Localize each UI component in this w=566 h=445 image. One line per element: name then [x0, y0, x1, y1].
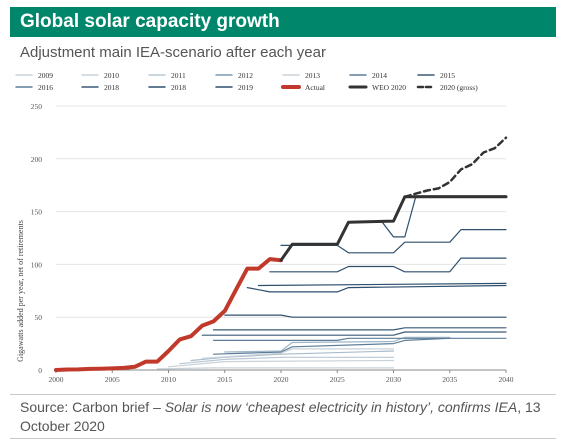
legend-label: 2018 [171, 83, 186, 92]
source-note: Source: Carbon brief – Solar is now ‘che… [20, 398, 550, 436]
series-line [269, 257, 507, 273]
axes: 0 50 100 150 200 250 2000 2005 2010 2015 2020 2025 2… [31, 102, 514, 384]
chart: 2009 2010 2011 2012 2013 2014 2015 2016 2018 2018… [15, 71, 514, 384]
y-tick-label: 250 [31, 102, 43, 111]
source-prefix: Source: Carbon brief – [20, 399, 165, 415]
series-line [201, 331, 507, 336]
legend-label: 2016 [38, 83, 53, 92]
x-tick-label: 2005 [105, 375, 120, 384]
legend-label: 2012 [238, 71, 253, 80]
source-article-title: Solar is now ‘cheapest electricity in hi… [164, 399, 518, 415]
legend-label: 2020 (gross) [440, 83, 478, 92]
legend-label: 2018 [104, 83, 119, 92]
series-line [212, 327, 507, 331]
legend-label: 2014 [372, 71, 387, 80]
series-line [224, 314, 507, 318]
legend-label: 2009 [38, 71, 53, 80]
legend-label: 2011 [171, 71, 186, 80]
chart-subtitle: Adjustment main IEA-scenario after each … [20, 44, 326, 61]
series-line [167, 359, 395, 368]
legend-label: Actual [305, 83, 325, 92]
legend-label: WEO 2020 [372, 83, 406, 92]
y-tick-label: 50 [35, 313, 43, 322]
series-line [279, 195, 508, 262]
y-tick-label: 0 [38, 366, 42, 375]
divider [10, 394, 556, 395]
series-line [190, 350, 395, 362]
legend-label: 2013 [305, 71, 320, 80]
x-tick-label: 2030 [386, 375, 401, 384]
series-line [336, 195, 507, 245]
series-line [179, 356, 395, 365]
x-tick-label: 2015 [217, 375, 232, 384]
y-tick-label: 100 [31, 260, 43, 269]
series-line [246, 284, 507, 293]
legend-label: 2019 [238, 83, 253, 92]
series-line [212, 337, 507, 341]
series-line [403, 136, 508, 199]
series-line [224, 336, 451, 353]
series-line [54, 257, 283, 372]
legend-label: 2015 [440, 71, 455, 80]
x-tick-label: 2035 [442, 375, 457, 384]
series-line [257, 282, 507, 287]
series-line [156, 367, 395, 370]
series-line [201, 348, 395, 359]
x-tick-label: 2000 [49, 375, 64, 384]
x-tick-label: 2025 [330, 375, 345, 384]
divider [10, 438, 556, 439]
series [54, 136, 508, 372]
x-tick-label: 2020 [274, 375, 289, 384]
legend: 2009 2010 2011 2012 2013 2014 2015 2016 2018 2018… [15, 71, 478, 92]
x-tick-label: 2040 [499, 375, 514, 384]
series-line [280, 229, 507, 254]
x-tick-label: 2010 [161, 375, 176, 384]
legend-label: 2010 [104, 71, 119, 80]
y-tick-label: 150 [31, 208, 43, 217]
y-tick-label: 200 [31, 155, 43, 164]
title-bar: Global solar capacity growth [10, 7, 556, 37]
y-axis-label: Gigawatts added per year, net of retirem… [16, 220, 25, 362]
source-date: , 13 October 2020 [20, 399, 541, 434]
series-line [212, 337, 451, 355]
chart-title: Global solar capacity growth [20, 11, 280, 32]
